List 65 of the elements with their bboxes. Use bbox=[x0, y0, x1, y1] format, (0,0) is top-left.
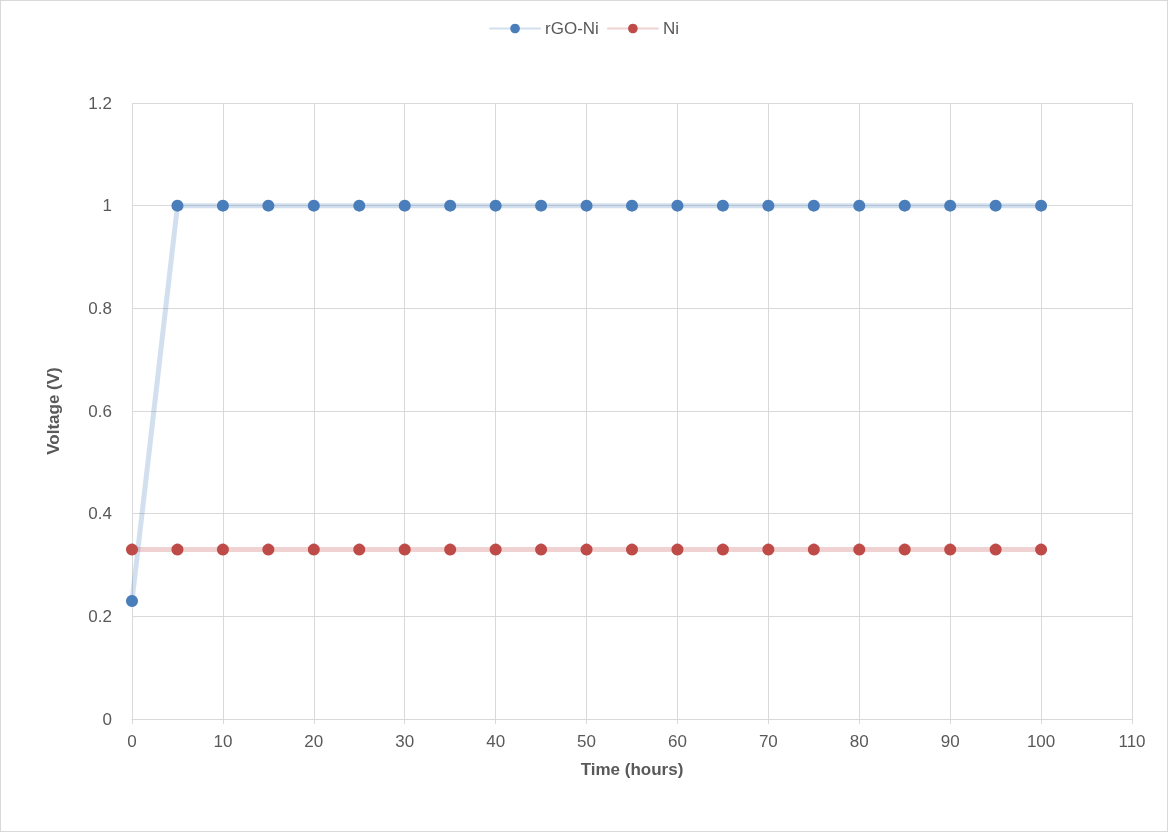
point bbox=[353, 543, 366, 556]
point bbox=[716, 199, 729, 212]
point bbox=[216, 199, 229, 212]
x-tick-label: 0 bbox=[127, 732, 137, 751]
point bbox=[580, 543, 593, 556]
point bbox=[989, 199, 1002, 212]
point bbox=[535, 543, 548, 556]
point bbox=[262, 543, 275, 556]
point bbox=[944, 199, 957, 212]
point bbox=[353, 199, 366, 212]
x-tick-label: 80 bbox=[849, 732, 869, 751]
point bbox=[762, 199, 775, 212]
y-tick-label: 1.2 bbox=[88, 93, 112, 113]
y-tick-label: 1 bbox=[102, 196, 112, 216]
y-tick-label: 0.8 bbox=[88, 298, 112, 318]
point bbox=[853, 199, 866, 212]
point bbox=[626, 543, 638, 556]
point bbox=[853, 543, 866, 556]
x-tick-label: 50 bbox=[577, 732, 597, 751]
point bbox=[126, 594, 138, 607]
point bbox=[126, 543, 138, 556]
point bbox=[898, 199, 911, 212]
point bbox=[535, 199, 548, 212]
point bbox=[444, 543, 457, 556]
point bbox=[716, 543, 729, 556]
x-tick-label: 20 bbox=[304, 732, 324, 751]
point bbox=[307, 199, 320, 212]
point bbox=[307, 543, 320, 556]
point bbox=[898, 543, 911, 556]
point bbox=[216, 543, 229, 556]
x-tick-label: 10 bbox=[213, 732, 233, 751]
point bbox=[626, 199, 638, 212]
point bbox=[398, 543, 411, 556]
x-tick-label: 100 bbox=[1026, 732, 1056, 751]
point bbox=[171, 543, 184, 556]
point bbox=[807, 543, 820, 556]
y-tick-label: 0.6 bbox=[88, 401, 112, 421]
y-axis-title: Voltage (V) bbox=[44, 367, 63, 455]
point bbox=[489, 199, 502, 212]
point bbox=[489, 543, 502, 556]
point bbox=[1035, 543, 1048, 556]
y-tick-label: 0 bbox=[102, 709, 112, 729]
y-tick-label: 0.2 bbox=[88, 606, 112, 626]
point bbox=[580, 199, 593, 212]
point bbox=[671, 543, 684, 556]
point bbox=[444, 199, 457, 212]
x-tick-label: 70 bbox=[758, 732, 778, 751]
point bbox=[807, 199, 820, 212]
x-tick-label: 40 bbox=[486, 732, 506, 751]
x-tick-label: 60 bbox=[667, 732, 687, 751]
point bbox=[671, 199, 684, 212]
x-tick-label: 30 bbox=[395, 732, 415, 751]
point bbox=[262, 199, 275, 212]
x-axis-title: Time (hours) bbox=[580, 760, 684, 779]
point bbox=[944, 543, 957, 556]
legend-label: Ni bbox=[662, 19, 679, 38]
x-tick-label: 110 bbox=[1118, 732, 1146, 751]
y-tick-label: 0.4 bbox=[88, 504, 112, 524]
x-tick-label: 90 bbox=[940, 732, 960, 751]
point bbox=[398, 199, 411, 212]
point bbox=[171, 199, 184, 212]
point bbox=[762, 543, 775, 556]
point bbox=[989, 543, 1002, 556]
legend-label: rGO-Ni bbox=[545, 19, 599, 38]
point bbox=[1035, 199, 1048, 212]
